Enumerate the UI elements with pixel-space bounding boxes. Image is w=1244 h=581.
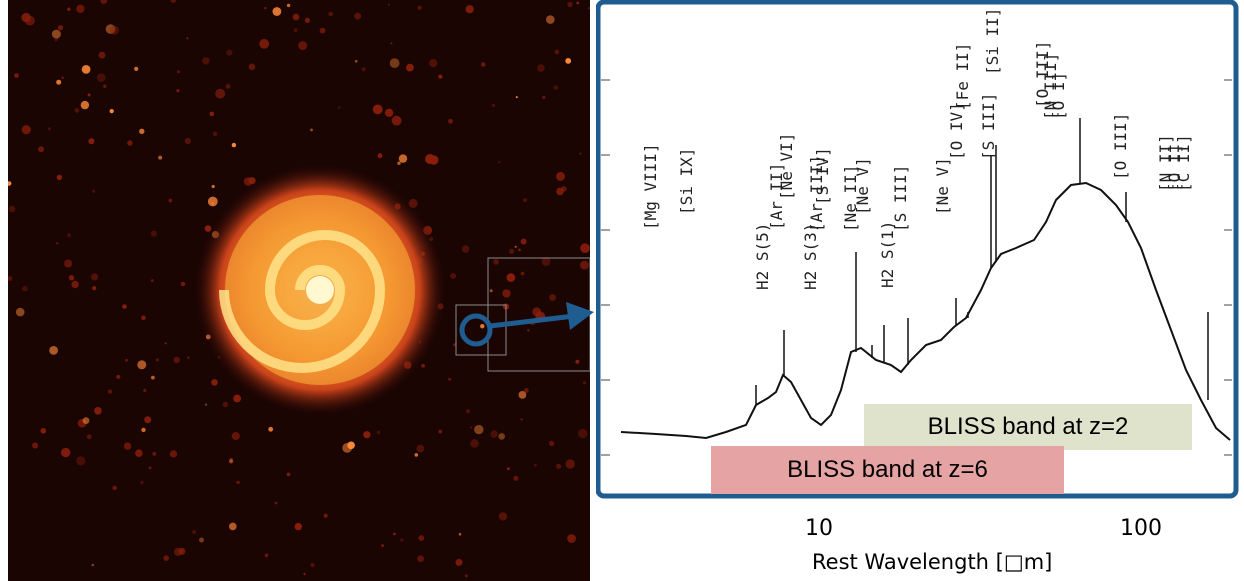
spectrum-frame <box>596 0 1239 499</box>
emission-line-label: [C II] <box>1174 134 1193 192</box>
emission-line-label: [Ne V] <box>853 157 872 215</box>
x-tick-100: 100 <box>1120 516 1162 541</box>
emission-line-label: [N II] <box>1156 134 1175 192</box>
emission-line-label: [O I] <box>1049 72 1068 120</box>
emission-line-label: [N III] <box>1041 53 1060 120</box>
spiral-galaxy <box>195 165 445 415</box>
emission-line-label: [S IV] <box>813 147 832 205</box>
bliss-band-z6: BLISS band at z=6 <box>711 446 1064 494</box>
arrow-head-icon <box>566 302 594 330</box>
x-tick-10: 10 <box>805 516 833 541</box>
emission-line-label: [Ne VI] <box>777 133 796 200</box>
galaxy-image <box>8 0 590 581</box>
emission-line-spikes <box>755 118 1209 405</box>
bliss-band-z2: BLISS band at z=2 <box>864 404 1192 450</box>
emission-line-label: H2 S(3) <box>801 223 820 290</box>
spectrum-plot: [Mg VIII] [Si IX] H2 S(5)[Ar II][Ne VI] H2 … <box>596 0 1239 499</box>
spectrum-curve <box>620 181 1231 441</box>
emission-line-label: [S III] <box>891 165 910 232</box>
emission-line-label: [Si II] <box>983 8 1002 75</box>
x-axis-label: Rest Wavelength [□m] <box>812 550 1053 574</box>
emission-line-label: [O III] <box>1033 41 1052 108</box>
emission-line-label: H2 S(1) <box>878 221 897 288</box>
emission-line-label: [O I] <box>1165 144 1184 192</box>
emission-line-label: [Ne II] <box>841 165 860 232</box>
emission-line-label: [Ar II] <box>767 163 786 230</box>
emission-line-labels: [Mg VIII] [Si IX] H2 S(5)[Ar II][Ne VI] H2 … <box>641 8 1193 290</box>
y-axis-ticks-right <box>1224 79 1232 456</box>
emission-line-label: [O III] <box>1111 113 1130 180</box>
emission-line-label: [O IV] <box>947 102 966 160</box>
emission-line-label: [Si IX] <box>677 148 696 215</box>
selection-circle-icon <box>459 313 493 347</box>
emission-line-label: H2 S(5) <box>753 223 772 290</box>
emission-line-label: [Fe II] <box>953 43 972 110</box>
zoom-box-small <box>455 304 507 356</box>
zoom-box-large <box>487 257 590 372</box>
emission-line-label: [Ar III] <box>807 155 826 232</box>
emission-line-label: [S III] <box>979 93 998 160</box>
emission-line-label: [Ne V] <box>933 157 952 215</box>
emission-line-label: [Mg VIII] <box>641 143 660 230</box>
y-axis-ticks-left <box>601 79 610 456</box>
